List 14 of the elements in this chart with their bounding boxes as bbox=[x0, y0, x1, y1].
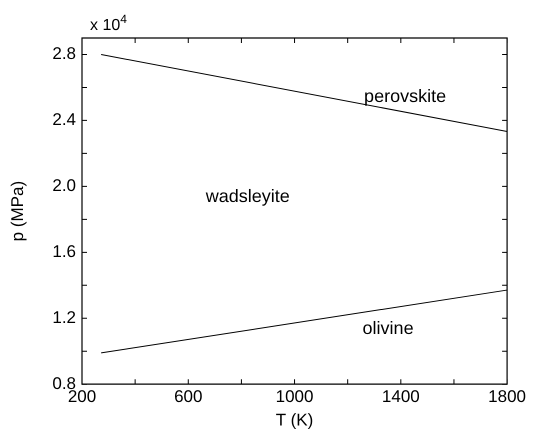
y-tick-label: 2.4 bbox=[52, 110, 76, 130]
annotation: olivine bbox=[362, 318, 414, 338]
y-tick-label: 1.2 bbox=[52, 308, 76, 327]
x-tick-label: 1000 bbox=[276, 387, 314, 406]
y-tick-label: 2.0 bbox=[52, 176, 76, 196]
y-tick-label: 1.6 bbox=[52, 242, 76, 261]
annotation: perovskite bbox=[364, 86, 446, 106]
annotation: wadsleyite bbox=[204, 186, 290, 206]
x-tick-label: 600 bbox=[174, 387, 202, 406]
x-axis-title: T (K) bbox=[276, 410, 314, 430]
y-tick-label: 2.8 bbox=[52, 44, 76, 64]
x-tick-label: 1400 bbox=[382, 387, 420, 406]
y-axis-title: p (MPa) bbox=[8, 180, 27, 242]
x-tick-label: 1800 bbox=[488, 387, 526, 406]
